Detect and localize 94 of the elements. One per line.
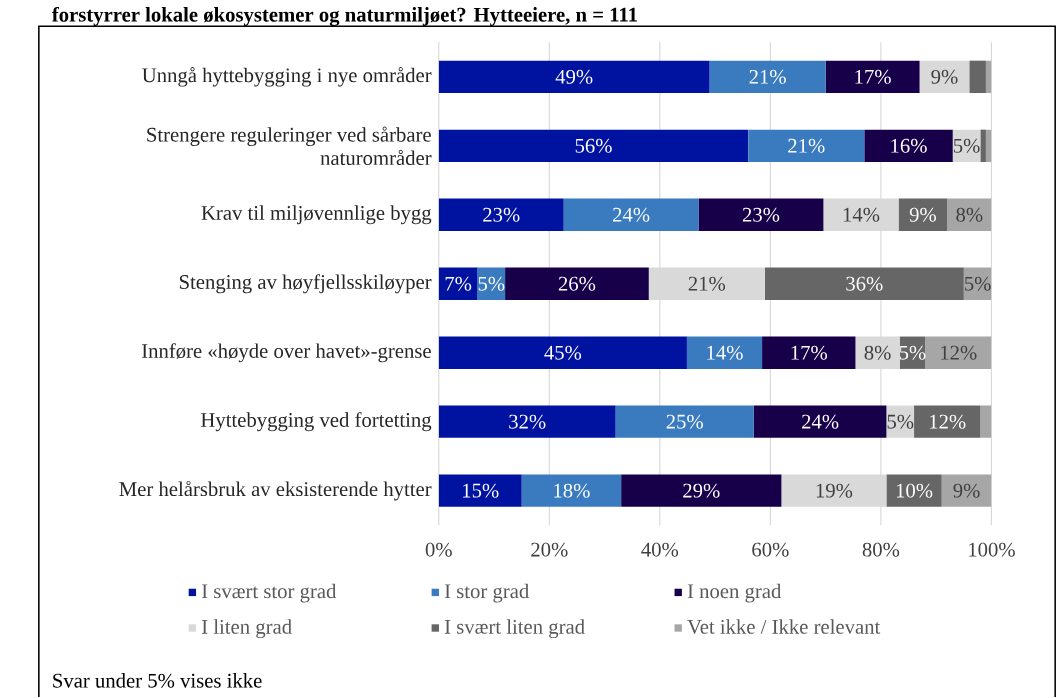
bar (621, 474, 782, 507)
legend-label: I svært stor grad (201, 583, 337, 603)
data-label: 29% (683, 483, 720, 498)
data-label: 15% (463, 483, 499, 498)
bar (914, 405, 981, 439)
y-tick-label: Strengere reguleringer ved sårbare naturområder (147, 126, 432, 166)
y-tick-label: Hyttebygging ved fortetting (200, 412, 432, 432)
bar (438, 474, 522, 507)
data-label: 18% (554, 483, 590, 498)
data-label: 7% (445, 276, 472, 291)
data-label: 5% (887, 414, 914, 429)
x-tick-label: 20% (531, 542, 568, 557)
data-label: 9% (953, 483, 980, 498)
bar (698, 198, 824, 232)
bar (898, 198, 948, 232)
data-label: 5% (953, 138, 980, 153)
bar (864, 129, 953, 163)
bar (980, 129, 986, 163)
bar (505, 267, 649, 301)
bar (764, 267, 964, 301)
bar (686, 336, 763, 370)
bar (941, 474, 992, 507)
data-label: 26% (558, 276, 596, 291)
bar (825, 60, 920, 94)
data-label: 56% (575, 138, 612, 153)
text: Svar under 5% vises ikke (53, 673, 262, 688)
data-label: 8% (956, 207, 983, 222)
bar (980, 405, 992, 439)
data-label: 21% (688, 276, 726, 291)
bar (709, 60, 826, 94)
x-tick-label: 60% (752, 542, 789, 557)
x-tick-label: 0% (425, 542, 452, 557)
data-label: 12% (930, 414, 966, 429)
data-label: 24% (802, 414, 839, 429)
data-label: 25% (666, 414, 703, 429)
bar (521, 474, 622, 507)
data-label: 14% (843, 207, 880, 222)
data-label: 21% (788, 138, 825, 153)
data-label: 5% (478, 276, 505, 291)
data-label: 49% (555, 69, 593, 84)
bar (919, 60, 970, 94)
data-label: 23% (483, 207, 520, 222)
data-label: 23% (742, 207, 780, 222)
data-label: 14% (707, 345, 743, 360)
bar (648, 267, 765, 301)
bar (563, 198, 699, 232)
bar (823, 198, 899, 232)
y-tick-label: Unngå hyttebygging i nye områder (142, 67, 432, 87)
legend-label: I stor grad (444, 583, 530, 603)
y-tick-label: Krav til miljøvennlige bygg (201, 205, 432, 225)
bar (855, 336, 900, 370)
y-tick-label: Innføre «høyde over havet»-grense (141, 343, 431, 363)
bar (886, 405, 915, 439)
legend-label: I liten grad (201, 619, 292, 639)
x-tick-label: 80% (862, 542, 900, 557)
bar (753, 405, 887, 439)
data-label: 21% (749, 69, 786, 84)
chart-title: forstyrrer lokale økosystemer og naturmiljøet? Hytteeiere, n = 111 (51, 7, 637, 27)
bar (438, 405, 616, 439)
data-label: 19% (816, 483, 853, 498)
data-label: 10% (896, 483, 933, 498)
data-label: 36% (846, 276, 883, 291)
data-label: 16% (891, 138, 927, 153)
bar (781, 474, 887, 507)
x-tick-label: 40% (641, 542, 679, 557)
y-tick-label: Stenging av høyfjellsskiløyper (179, 274, 432, 294)
legend-label: Vet ikke / Ikke relevant (687, 619, 881, 635)
y-tick-label: Mer helårsbruk av eksisterende hytter (119, 481, 432, 501)
bar (886, 474, 942, 507)
bar (615, 405, 754, 439)
data-label: 32% (509, 414, 546, 429)
bar (438, 129, 749, 163)
x-tick-label: 100% (969, 542, 1015, 557)
bar (925, 336, 992, 370)
data-label: 17% (855, 69, 891, 84)
data-label: 17% (791, 345, 828, 360)
bar (438, 336, 687, 370)
legend-label: I noen grad (687, 583, 782, 603)
data-label: 9% (909, 207, 936, 222)
data-label: 9% (931, 69, 958, 84)
data-label: 12% (941, 345, 977, 360)
bar (438, 198, 564, 232)
data-label: 45% (544, 345, 582, 360)
legend-label: I svært liten grad (444, 619, 585, 639)
bar (969, 60, 986, 94)
data-label: 24% (613, 207, 650, 222)
data-label: 5% (965, 276, 991, 291)
bar (748, 129, 865, 163)
bar (762, 336, 856, 370)
bar (947, 198, 992, 232)
bar (438, 60, 710, 94)
bar (477, 267, 506, 301)
bar (438, 267, 478, 301)
data-label: 8% (864, 345, 891, 360)
